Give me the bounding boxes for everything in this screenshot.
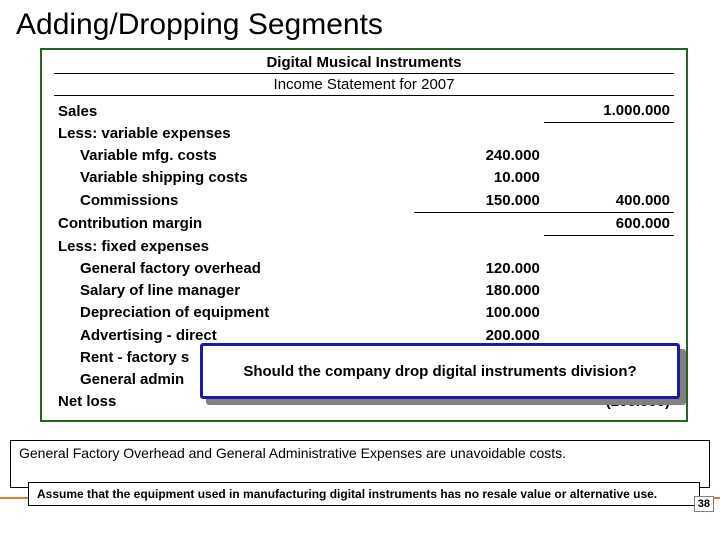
row-value: 150.000: [414, 190, 544, 213]
row-value: 600.000: [544, 212, 674, 235]
row-label: Less: fixed expenses: [54, 236, 414, 258]
page-number: 38: [694, 496, 714, 512]
statement-company: Digital Musical Instruments: [54, 54, 674, 74]
row-value: 180.000: [414, 280, 544, 302]
statement-subtitle: Income Statement for 2007: [54, 76, 674, 96]
table-row: Sales 1.000.000: [54, 100, 674, 123]
table-row: Variable mfg. costs 240.000: [54, 145, 674, 167]
row-label: Contribution margin: [54, 212, 414, 235]
note-unavoidable-costs: General Factory Overhead and General Adm…: [10, 440, 710, 488]
table-row: Variable shipping costs 10.000: [54, 167, 674, 189]
row-label: Salary of line manager: [54, 280, 414, 302]
table-row: Less: fixed expenses: [54, 236, 674, 258]
row-label: Variable mfg. costs: [54, 145, 414, 167]
slide-title: Adding/Dropping Segments: [0, 0, 720, 46]
row-value: 120.000: [414, 258, 544, 280]
row-label: General factory overhead: [54, 258, 414, 280]
callout-box: Should the company drop digital instrume…: [200, 343, 680, 399]
table-row: Commissions 150.000 400.000: [54, 190, 674, 213]
row-value: 1.000.000: [544, 100, 674, 123]
row-label: Sales: [54, 100, 414, 123]
row-label: Commissions: [54, 190, 414, 213]
row-label: Variable shipping costs: [54, 167, 414, 189]
note-assumption: Assume that the equipment used in manufa…: [28, 482, 700, 506]
row-value: 100.000: [414, 302, 544, 324]
table-row: Less: variable expenses: [54, 123, 674, 145]
table-row: Contribution margin 600.000: [54, 212, 674, 235]
callout-text: Should the company drop digital instrume…: [200, 343, 680, 399]
table-row: General factory overhead 120.000: [54, 258, 674, 280]
table-row: Salary of line manager 180.000: [54, 280, 674, 302]
row-label: Less: variable expenses: [54, 123, 414, 145]
row-total: 400.000: [544, 190, 674, 213]
row-value: 10.000: [414, 167, 544, 189]
table-row: Depreciation of equipment 100.000: [54, 302, 674, 324]
row-value: 240.000: [414, 145, 544, 167]
row-label: Depreciation of equipment: [54, 302, 414, 324]
